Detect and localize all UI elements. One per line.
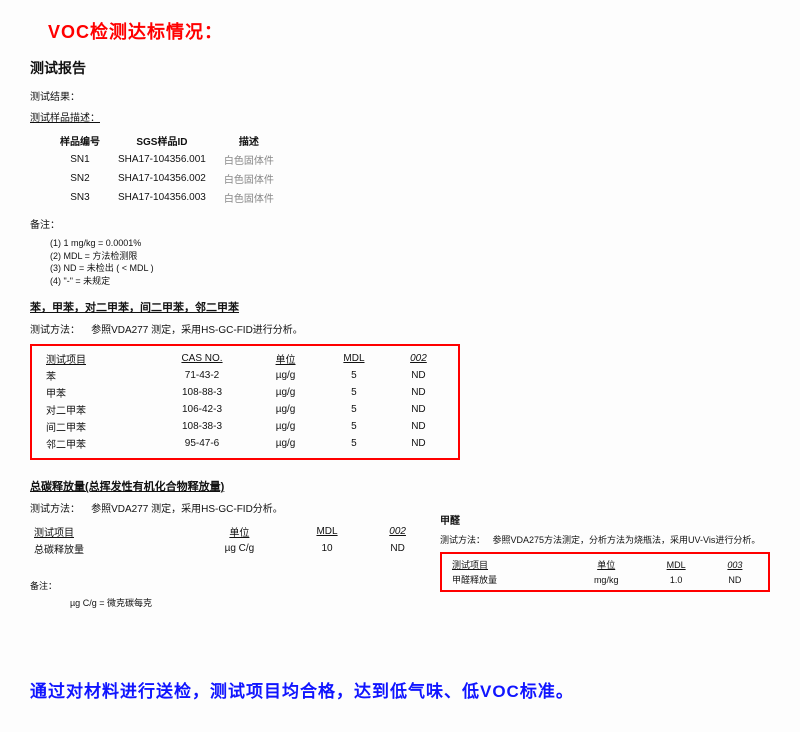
note-line: (3) ND = 未检出 ( < MDL ) — [50, 262, 770, 275]
cell: µg/g — [252, 418, 319, 435]
conclusion-text: 通过对材料进行送检，测试项目均合格，达到低气味、低VOC标准。 — [30, 677, 574, 702]
cell: µg/g — [252, 384, 319, 401]
tc-heading: 总碳释放量(总挥发性有机化合物释放量) — [30, 478, 770, 494]
cell: 5 — [319, 367, 389, 384]
report-heading: 测试报告 — [30, 58, 770, 78]
cell: 总碳释放量 — [30, 540, 190, 557]
th-sample-no: 样品编号 — [52, 132, 108, 149]
benzene-results-box: 测试项目 CAS NO. 单位 MDL 002 苯71-43-2µg/g5ND … — [30, 344, 460, 460]
th: 测试项目 — [448, 557, 568, 572]
th: 单位 — [568, 557, 644, 572]
th: 测试项目 — [30, 523, 190, 540]
cell: 95-47-6 — [152, 435, 252, 452]
cell: ND — [389, 418, 448, 435]
tc-table: 测试项目 单位 MDL 002 总碳释放量 µg C/g 10 ND — [30, 523, 430, 557]
cell: µg/g — [252, 401, 319, 418]
cell: ND — [389, 367, 448, 384]
notes2-text: µg C/g = 微克碳每克 — [70, 596, 770, 609]
th: 单位 — [190, 523, 289, 540]
table-row: SN3 SHA17-104356.003 白色固体件 — [52, 189, 282, 206]
benzene-heading: 苯，甲苯，对二甲苯，间二甲苯，邻二甲苯 — [30, 299, 770, 315]
cell: SN3 — [52, 189, 108, 206]
method-label: 测试方法： — [440, 535, 485, 545]
cell: 邻二甲苯 — [42, 435, 152, 452]
cell: 甲醛释放量 — [448, 572, 568, 587]
method-label: 测试方法： — [30, 325, 80, 336]
th: 测试项目 — [42, 350, 152, 367]
cell: ND — [389, 435, 448, 452]
page-title-red: VOC检测达标情况： — [48, 18, 770, 44]
th: 002 — [365, 523, 430, 540]
method-text: 参照VDA277 测定，采用HS-GC-FID分析。 — [91, 504, 283, 515]
cell: 1.0 — [644, 572, 707, 587]
note-line: (4) "-" = 未规定 — [50, 275, 770, 288]
cell: 106-42-3 — [152, 401, 252, 418]
method-text: 参照VDA275方法测定，分析方法为烧瓶法，采用UV-Vis进行分析。 — [493, 535, 761, 545]
notes-list: (1) 1 mg/kg = 0.0001% (2) MDL = 方法检测限 (3… — [50, 237, 770, 287]
cell: ND — [389, 401, 448, 418]
formaldehyde-table: 测试项目 单位 MDL 003 甲醛释放量 mg/kg 1.0 ND — [448, 557, 762, 587]
th: 单位 — [252, 350, 319, 367]
cell: 10 — [289, 540, 365, 557]
cell: 5 — [319, 401, 389, 418]
th: 003 — [708, 557, 762, 572]
table-row: SN2 SHA17-104356.002 白色固体件 — [52, 170, 282, 187]
cell: µg C/g — [190, 540, 289, 557]
cell: ND — [389, 384, 448, 401]
cell: 间二甲苯 — [42, 418, 152, 435]
formaldehyde-method: 测试方法： 参照VDA275方法测定，分析方法为烧瓶法，采用UV-Vis进行分析… — [440, 533, 770, 546]
th: MDL — [289, 523, 365, 540]
note-line: (2) MDL = 方法检测限 — [50, 250, 770, 263]
cell: SHA17-104356.003 — [110, 189, 214, 206]
cell: SN1 — [52, 151, 108, 168]
method-text: 参照VDA277 测定，采用HS-GC-FID进行分析。 — [91, 325, 303, 336]
cell: mg/kg — [568, 572, 644, 587]
table-row: SN1 SHA17-104356.001 白色固体件 — [52, 151, 282, 168]
cell: 白色固体件 — [216, 170, 282, 187]
cell: 5 — [319, 435, 389, 452]
cell: SN2 — [52, 170, 108, 187]
cell: µg/g — [252, 367, 319, 384]
th-sgs-id: SGS样品ID — [110, 132, 214, 149]
cell: 对二甲苯 — [42, 401, 152, 418]
cell: 甲苯 — [42, 384, 152, 401]
cell: 5 — [319, 418, 389, 435]
note-line: (1) 1 mg/kg = 0.0001% — [50, 237, 770, 250]
cell: 白色固体件 — [216, 189, 282, 206]
th: 002 — [389, 350, 448, 367]
table-row: 间二甲苯108-38-3µg/g5ND — [42, 418, 448, 435]
cell: µg/g — [252, 435, 319, 452]
table-row: 总碳释放量 µg C/g 10 ND — [30, 540, 430, 557]
th-desc: 描述 — [216, 132, 282, 149]
result-label: 测试结果： — [30, 88, 770, 103]
cell: SHA17-104356.002 — [110, 170, 214, 187]
sample-table: 样品编号 SGS样品ID 描述 SN1 SHA17-104356.001 白色固… — [50, 130, 284, 208]
formaldehyde-block: 甲醛 测试方法： 参照VDA275方法测定，分析方法为烧瓶法，采用UV-Vis进… — [440, 512, 770, 592]
table-row: 甲苯108-88-3µg/g5ND — [42, 384, 448, 401]
th: MDL — [644, 557, 707, 572]
notes-label: 备注： — [30, 216, 770, 231]
formaldehyde-heading: 甲醛 — [440, 512, 770, 527]
cell: 苯 — [42, 367, 152, 384]
cell: ND — [708, 572, 762, 587]
table-row: 邻二甲苯95-47-6µg/g5ND — [42, 435, 448, 452]
table-row: 对二甲苯106-42-3µg/g5ND — [42, 401, 448, 418]
cell: 108-38-3 — [152, 418, 252, 435]
table-row: 苯71-43-2µg/g5ND — [42, 367, 448, 384]
benzene-table: 测试项目 CAS NO. 单位 MDL 002 苯71-43-2µg/g5ND … — [42, 350, 448, 452]
method-label: 测试方法： — [30, 504, 80, 515]
table-row: 甲醛释放量 mg/kg 1.0 ND — [448, 572, 762, 587]
cell: ND — [365, 540, 430, 557]
cell: SHA17-104356.001 — [110, 151, 214, 168]
cell: 5 — [319, 384, 389, 401]
sample-desc-label: 测试样品描述： — [30, 109, 770, 124]
formaldehyde-box: 测试项目 单位 MDL 003 甲醛释放量 mg/kg 1.0 ND — [440, 552, 770, 592]
cell: 108-88-3 — [152, 384, 252, 401]
cell: 71-43-2 — [152, 367, 252, 384]
method-line-1: 测试方法： 参照VDA277 测定，采用HS-GC-FID进行分析。 — [30, 321, 770, 336]
th: MDL — [319, 350, 389, 367]
cell: 白色固体件 — [216, 151, 282, 168]
th: CAS NO. — [152, 350, 252, 367]
